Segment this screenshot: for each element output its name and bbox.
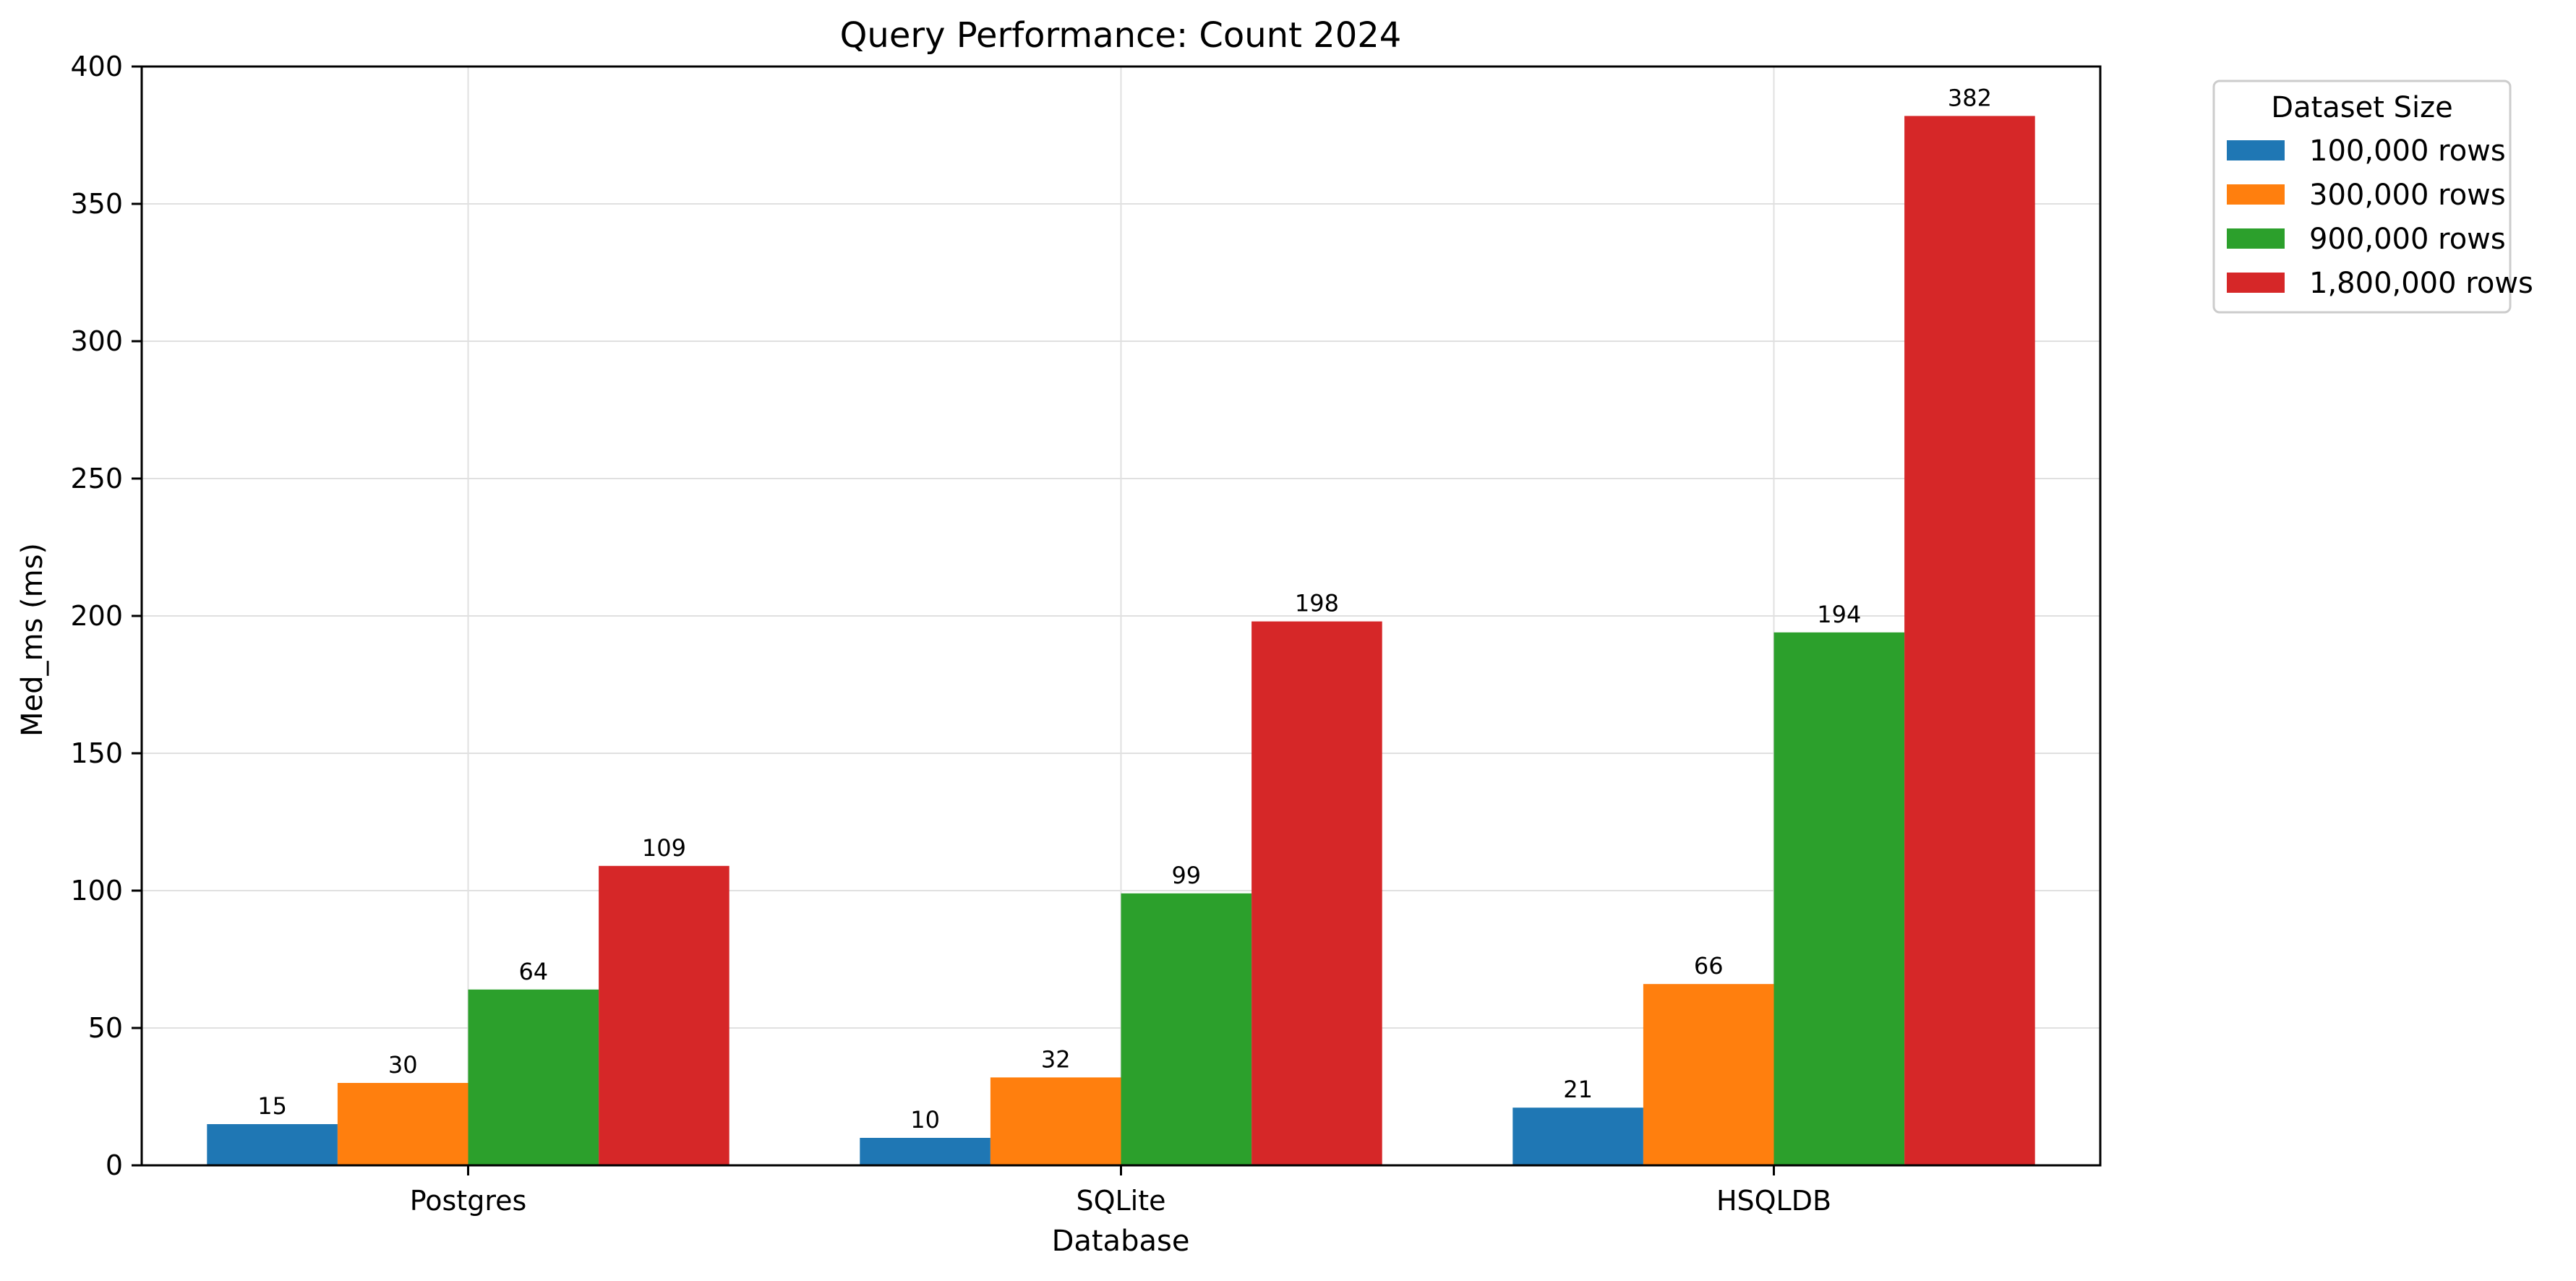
bar: [599, 865, 729, 1165]
y-tick-label: 150: [70, 737, 123, 769]
value-label: 15: [257, 1092, 287, 1120]
ticks: 0 50 100 150 200 250 300 350 400 Postgres SQLite HS…: [70, 51, 1831, 1217]
bar: [990, 1077, 1121, 1165]
legend-title: Dataset Size: [2271, 91, 2452, 124]
y-tick-label: 0: [106, 1149, 123, 1181]
value-label: 64: [518, 958, 548, 985]
legend-entry: 900,000 rows: [2309, 223, 2506, 256]
legend-swatch: [2227, 273, 2285, 293]
y-tick-label: 100: [70, 875, 123, 907]
y-tick-label: 200: [70, 600, 123, 632]
legend-entry: 300,000 rows: [2309, 179, 2506, 212]
y-tick-label: 250: [70, 463, 123, 494]
value-label: 66: [1694, 952, 1724, 980]
y-axis-label: Med_ms (ms): [16, 543, 49, 737]
y-tick-label: 400: [70, 51, 123, 82]
legend-entry: 1,800,000 rows: [2309, 267, 2533, 300]
x-tick-label: Postgres: [410, 1185, 527, 1217]
x-tick-label: HSQLDB: [1716, 1185, 1831, 1217]
value-label: 21: [1563, 1076, 1593, 1103]
bar: [207, 1124, 338, 1165]
legend-frame: [2212, 80, 2512, 314]
bar: [1904, 116, 2035, 1165]
value-label: 10: [910, 1106, 940, 1134]
value-label: 198: [1295, 590, 1339, 617]
value-label: 30: [388, 1051, 418, 1079]
x-tick-label: SQLite: [1076, 1185, 1165, 1217]
bar: [1512, 1108, 1643, 1165]
bar: [468, 989, 599, 1165]
bar: [1251, 621, 1382, 1165]
y-tick-label: 50: [88, 1012, 123, 1044]
value-label: 109: [642, 834, 686, 862]
value-label: 194: [1817, 601, 1861, 628]
bars: [207, 116, 2035, 1165]
bar: [860, 1138, 990, 1165]
legend-swatch: [2227, 140, 2285, 160]
bar: [1121, 893, 1252, 1165]
value-label: 382: [1948, 84, 1992, 111]
bar: [1773, 632, 1905, 1165]
value-label: 99: [1171, 862, 1201, 889]
x-axis-label: Database: [1052, 1225, 1190, 1258]
y-tick-label: 350: [70, 188, 123, 220]
y-tick-label: 300: [70, 325, 123, 357]
legend-entry: 100,000 rows: [2309, 134, 2506, 168]
legend-items: 100,000 rows 300,000 rows 900,000 rows 1,80…: [2227, 134, 2533, 300]
legend: Dataset Size 100,000 rows 300,000 rows 900…: [2212, 80, 2533, 314]
chart-title: Query Performance: Count 2024: [840, 15, 1402, 56]
value-label: 32: [1041, 1045, 1071, 1073]
value-labels: 15 10 21 30 32 66 64 99 194 109 198 382: [257, 84, 1992, 1134]
legend-swatch: [2227, 228, 2285, 249]
bar: [1643, 984, 1774, 1165]
legend-swatch: [2227, 184, 2285, 205]
bar: [337, 1083, 468, 1165]
